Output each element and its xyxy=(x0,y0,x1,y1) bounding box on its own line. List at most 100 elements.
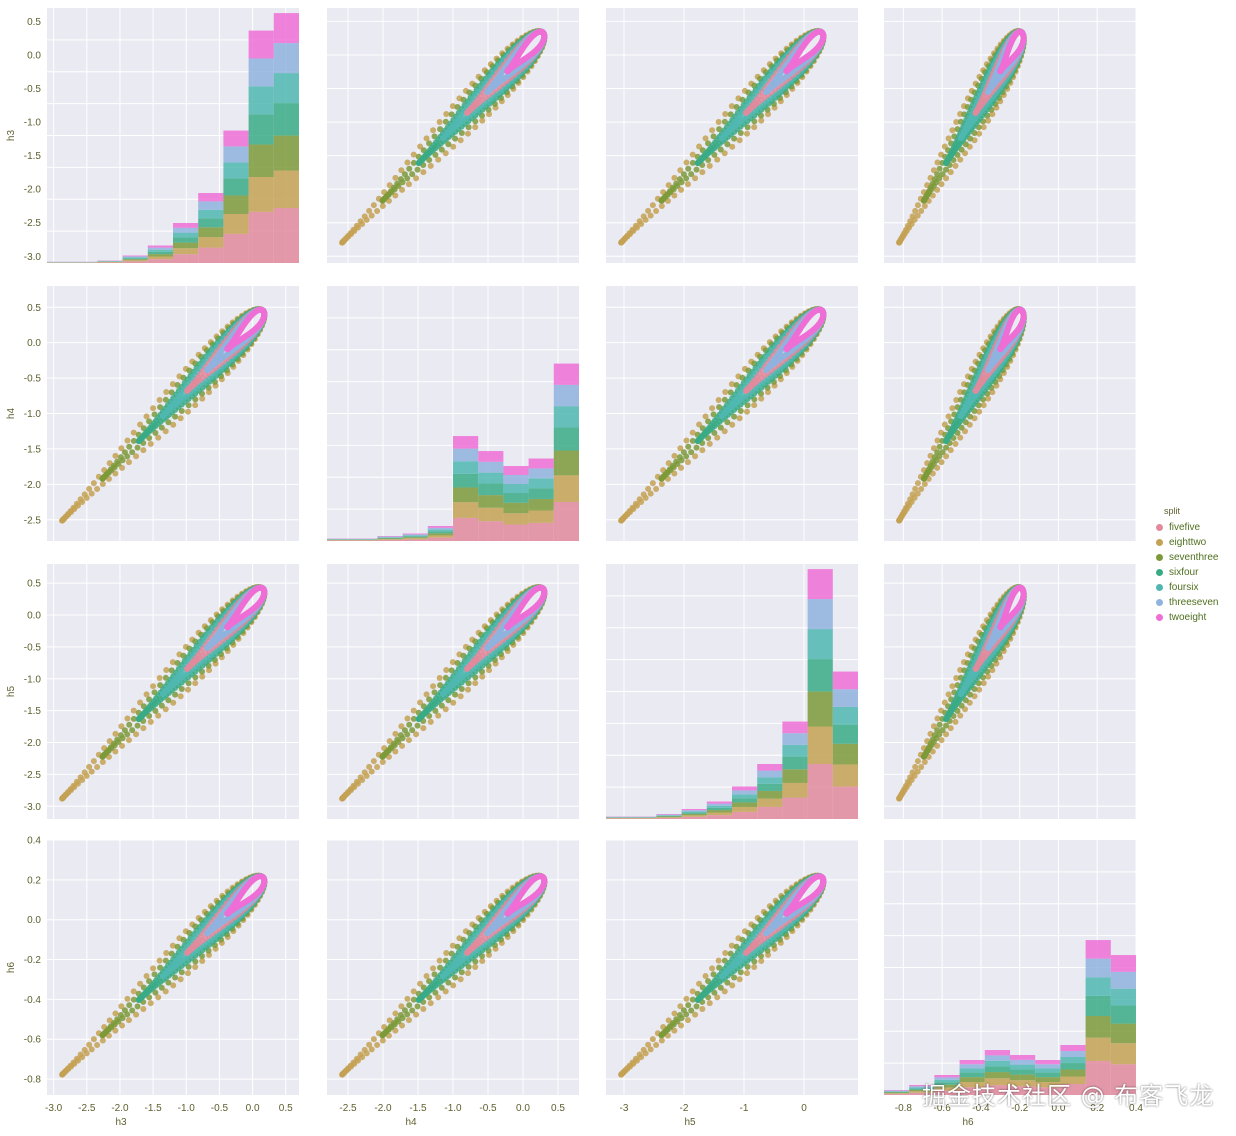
scatter-point xyxy=(943,453,950,460)
scatter-point xyxy=(437,126,444,133)
histogram-bar xyxy=(173,248,199,255)
histogram-bar xyxy=(453,461,479,474)
histogram-bar xyxy=(223,178,249,196)
histogram-bar xyxy=(553,384,579,407)
histogram-bar xyxy=(528,478,554,489)
histogram-bar xyxy=(173,232,199,238)
scatter-point xyxy=(716,404,723,411)
scatter-point xyxy=(404,159,411,166)
histogram-bar xyxy=(122,257,148,259)
scatter-point xyxy=(724,141,731,148)
scatter-point xyxy=(133,453,140,460)
histogram-bar xyxy=(273,73,299,104)
scatter-point xyxy=(717,146,724,153)
scatter-point xyxy=(709,405,716,412)
scatter-point xyxy=(395,182,402,189)
scatter-point xyxy=(985,395,992,402)
scatter-point xyxy=(126,443,133,450)
scatter-point xyxy=(819,30,826,37)
histogram-bar xyxy=(273,13,299,44)
subplot-h3-vs-h4: -2.5-2.0-1.5-1.0-0.50.00.5h4 xyxy=(6,286,299,541)
histogram-bar xyxy=(503,524,529,541)
histogram-bar xyxy=(173,237,199,243)
plot-content xyxy=(59,305,268,524)
scatter-point xyxy=(450,143,457,150)
scatter-point xyxy=(947,169,954,176)
histogram-bar xyxy=(402,534,428,536)
histogram-bar xyxy=(528,468,554,479)
scatter-point xyxy=(192,402,199,409)
scatter-point xyxy=(717,424,724,431)
scatter-point xyxy=(414,166,421,173)
scatter-series-twoeight xyxy=(224,306,268,353)
scatter-point xyxy=(692,453,699,460)
scatter-point xyxy=(143,413,150,420)
scatter-point xyxy=(170,421,177,428)
scatter-point xyxy=(658,203,665,210)
scatter-point xyxy=(692,175,699,182)
scatter-point xyxy=(359,220,366,227)
histogram-bar xyxy=(248,114,274,145)
histogram-bar xyxy=(503,484,529,494)
scatter-point xyxy=(124,437,131,444)
subplot-h3-vs-h3: -3.0-2.5-2.0-1.5-1.0-0.50.00.5h3 xyxy=(6,8,299,263)
scatter-point xyxy=(938,459,945,466)
y-tick-label: -0.5 xyxy=(24,84,42,95)
scatter-point xyxy=(486,111,493,118)
scatter-point xyxy=(409,171,416,178)
scatter-point xyxy=(140,447,147,454)
scatter-point xyxy=(147,440,154,447)
scatter-point xyxy=(945,413,952,420)
scatter-point xyxy=(206,389,213,396)
histogram-bar xyxy=(377,537,403,538)
scatter-point xyxy=(363,216,370,223)
scatter-point xyxy=(716,126,723,133)
scatter-point xyxy=(709,127,716,134)
scatter-point xyxy=(420,169,427,176)
histogram-bar xyxy=(198,218,224,228)
scatter-point xyxy=(129,449,136,456)
scatter-point xyxy=(653,207,660,214)
scatter-point xyxy=(936,453,943,460)
plot-content xyxy=(618,305,827,524)
scatter-point xyxy=(162,396,169,403)
scatter-point xyxy=(737,129,744,136)
histogram-bar xyxy=(122,256,148,258)
histogram-bar xyxy=(478,451,504,462)
plot-content xyxy=(896,27,1027,246)
scatter-point xyxy=(645,485,652,492)
scatter-point xyxy=(379,203,386,210)
histogram-bar xyxy=(173,227,199,233)
scatter-point xyxy=(914,202,921,209)
scatter-point xyxy=(354,224,361,231)
scatter-point xyxy=(150,405,157,412)
plot-content xyxy=(896,305,1027,524)
scatter-point xyxy=(722,389,729,396)
histogram-bar xyxy=(147,247,173,250)
scatter-point xyxy=(83,494,90,501)
y-tick-label: -2.5 xyxy=(24,515,42,526)
scatter-point xyxy=(736,415,743,422)
histogram-bar xyxy=(553,363,579,385)
scatter-point xyxy=(934,437,941,444)
scatter-point xyxy=(714,434,721,441)
scatter-point xyxy=(457,137,464,144)
scatter-point xyxy=(702,135,709,142)
scatter-point xyxy=(678,186,685,193)
scatter-point xyxy=(370,202,377,209)
scatter-point xyxy=(934,464,941,471)
scatter-point xyxy=(156,397,163,404)
y-tick-label: 0.5 xyxy=(27,17,41,28)
scatter-point xyxy=(1019,30,1026,37)
scatter-point xyxy=(728,103,735,110)
histogram-bar xyxy=(248,144,274,178)
scatter-point xyxy=(638,220,645,227)
scatter-point xyxy=(678,457,685,464)
scatter-point xyxy=(399,179,406,186)
scatter-point xyxy=(693,166,700,173)
scatter-point xyxy=(178,407,185,414)
scatter-point xyxy=(765,389,772,396)
scatter-point xyxy=(980,124,987,131)
scatter-point xyxy=(134,444,141,451)
scatter-point xyxy=(115,460,122,467)
